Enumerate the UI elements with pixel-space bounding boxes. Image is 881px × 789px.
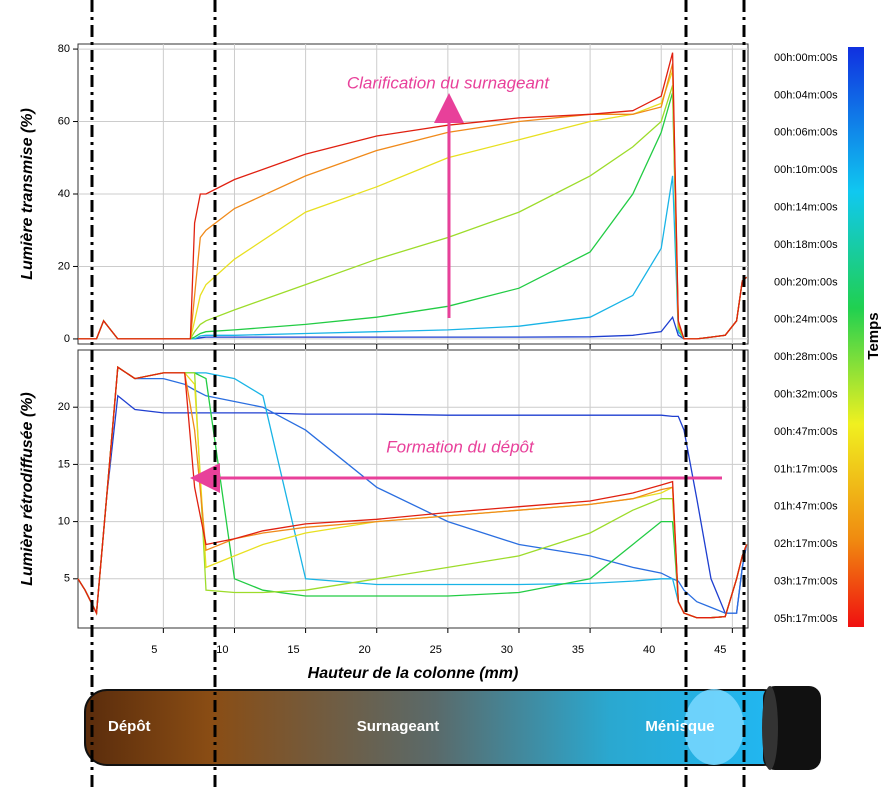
colorbar-label: 01h:17m:00s <box>774 463 838 475</box>
y-tick-label: 40 <box>58 188 70 200</box>
tube-cap <box>763 686 821 770</box>
y-axis-label: Lumière rétrodiffusée (%) <box>19 392 36 586</box>
y-tick-label: 10 <box>58 516 70 528</box>
plots: 0 20 40 60 80 5 10 15 20 25 30 35 40 45 5 10 15 20 <box>58 43 749 656</box>
y-tick-label: 0 <box>64 333 70 345</box>
colorbar-label: 00h:24m:00s <box>774 314 838 326</box>
x-tick-label: 20 <box>358 644 370 656</box>
colorbar-label: 01h:47m:00s <box>774 501 838 513</box>
x-tick-label: 25 <box>430 644 442 656</box>
colorbar-label: 00h:14m:00s <box>774 202 838 214</box>
x-tick-label: 40 <box>643 644 655 656</box>
y-tick-label: 80 <box>58 43 70 55</box>
data-line <box>77 394 748 616</box>
colorbar-label: 02h:17m:00s <box>774 538 838 550</box>
tube-label: Surnageant <box>357 718 440 735</box>
colorbar-label: 00h:47m:00s <box>774 426 838 438</box>
annotation: Clarification du surnageant <box>347 73 551 92</box>
annotation: Formation du dépôt <box>386 437 535 456</box>
y-tick-label: 60 <box>58 115 70 127</box>
colorbar <box>848 47 864 627</box>
colorbar-label: 00h:20m:00s <box>774 276 838 288</box>
colorbar-title: Temps <box>865 312 881 359</box>
data-line <box>78 52 748 340</box>
plot-area <box>77 349 749 629</box>
colorbar-label: 00h:18m:00s <box>774 239 838 251</box>
tube-label: Ménisque <box>645 718 714 735</box>
colorbar-label: 00h:28m:00s <box>774 351 838 363</box>
x-tick-label: 15 <box>287 644 299 656</box>
colorbar-label: 00h:04m:00s <box>774 89 838 101</box>
colorbar-label: 00h:32m:00s <box>774 389 838 401</box>
data-line <box>77 366 748 619</box>
y-tick-label: 20 <box>58 401 70 413</box>
x-tick-label: 10 <box>216 644 228 656</box>
y-tick-label: 20 <box>58 260 70 272</box>
y-tick-label: 15 <box>58 458 70 470</box>
x-axis-label: Hauteur de la colonne (mm) <box>308 665 519 682</box>
tube-label: Dépôt <box>108 718 151 735</box>
colorbar-label: 03h:17m:00s <box>774 576 838 588</box>
y-axis-label: Lumière transmise (%) <box>19 108 36 280</box>
meniscus <box>684 689 744 765</box>
separators <box>90 0 746 789</box>
x-tick-label: 45 <box>714 644 726 656</box>
x-tick-label: 5 <box>151 644 157 656</box>
y-tick-label: 5 <box>64 573 70 585</box>
tube-cap-edge <box>762 686 778 770</box>
x-tick-label: 35 <box>572 644 584 656</box>
colorbar-label: 05h:17m:00s <box>774 613 838 625</box>
colorbar-labels: 00h:00m:00s 00h:04m:00s 00h:06m:00s 00h:10m… <box>774 52 838 625</box>
colorbar-label: 00h:00m:00s <box>774 52 838 64</box>
colorbar-label: 00h:06m:00s <box>774 127 838 139</box>
x-tick-label: 30 <box>501 644 513 656</box>
colorbar-label: 00h:10m:00s <box>774 164 838 176</box>
